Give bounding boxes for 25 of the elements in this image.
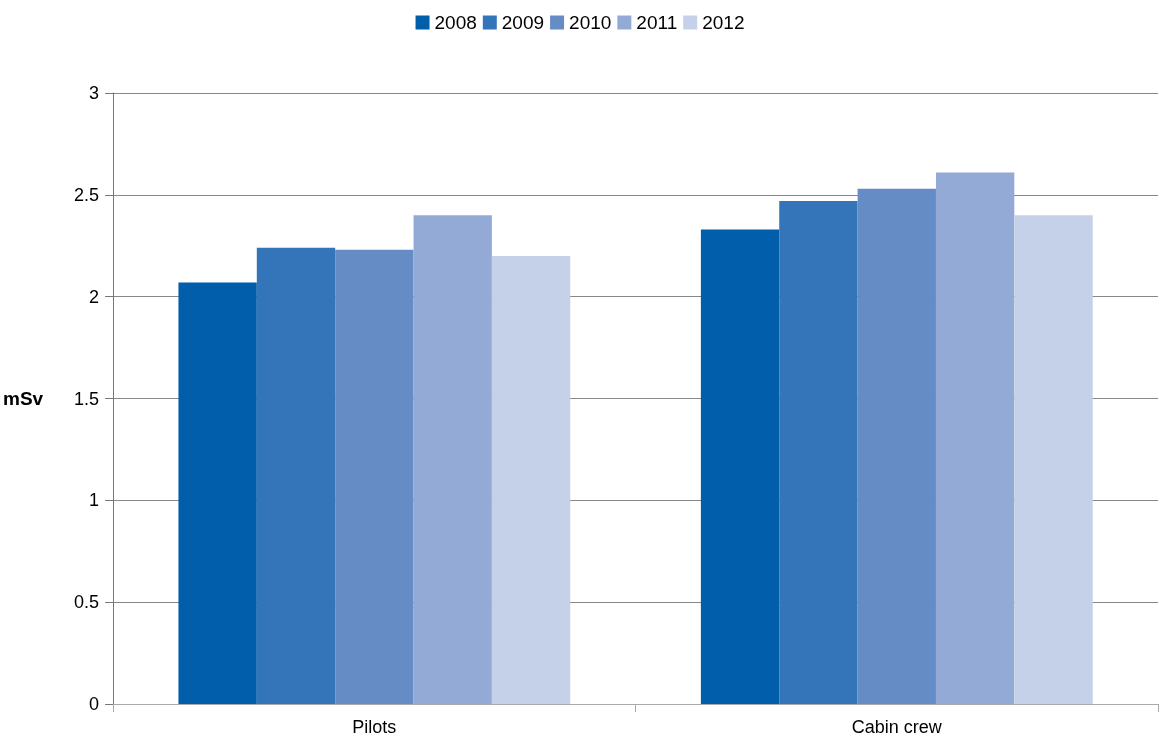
bar <box>779 200 858 704</box>
bar <box>491 255 571 704</box>
bar <box>857 188 936 704</box>
y-tick-label: 0.5 <box>74 592 100 613</box>
y-tick-label: 2.5 <box>74 184 100 205</box>
y-axis-title: mSv <box>2 388 44 409</box>
bar <box>1014 215 1093 704</box>
bar <box>413 215 492 704</box>
y-tick-label: 1 <box>89 490 100 511</box>
bar <box>935 172 1015 704</box>
bar <box>256 247 336 704</box>
legend-label: 2009 <box>501 12 545 33</box>
bar <box>178 282 257 704</box>
y-tick-label: 1.5 <box>74 388 100 409</box>
y-tick-label: 3 <box>89 83 100 103</box>
y-tick-label: 0 <box>89 694 100 714</box>
legend-label: 2011 <box>636 12 678 33</box>
legend-label: 2008 <box>434 12 477 33</box>
bar <box>700 229 780 704</box>
x-tick-label: Pilots <box>352 717 397 737</box>
bar <box>335 249 414 704</box>
legend-label: 2012 <box>702 12 745 33</box>
legend-label: 2010 <box>569 12 612 33</box>
y-tick-label: 2 <box>89 286 100 307</box>
x-tick-label: Cabin crew <box>851 717 943 737</box>
